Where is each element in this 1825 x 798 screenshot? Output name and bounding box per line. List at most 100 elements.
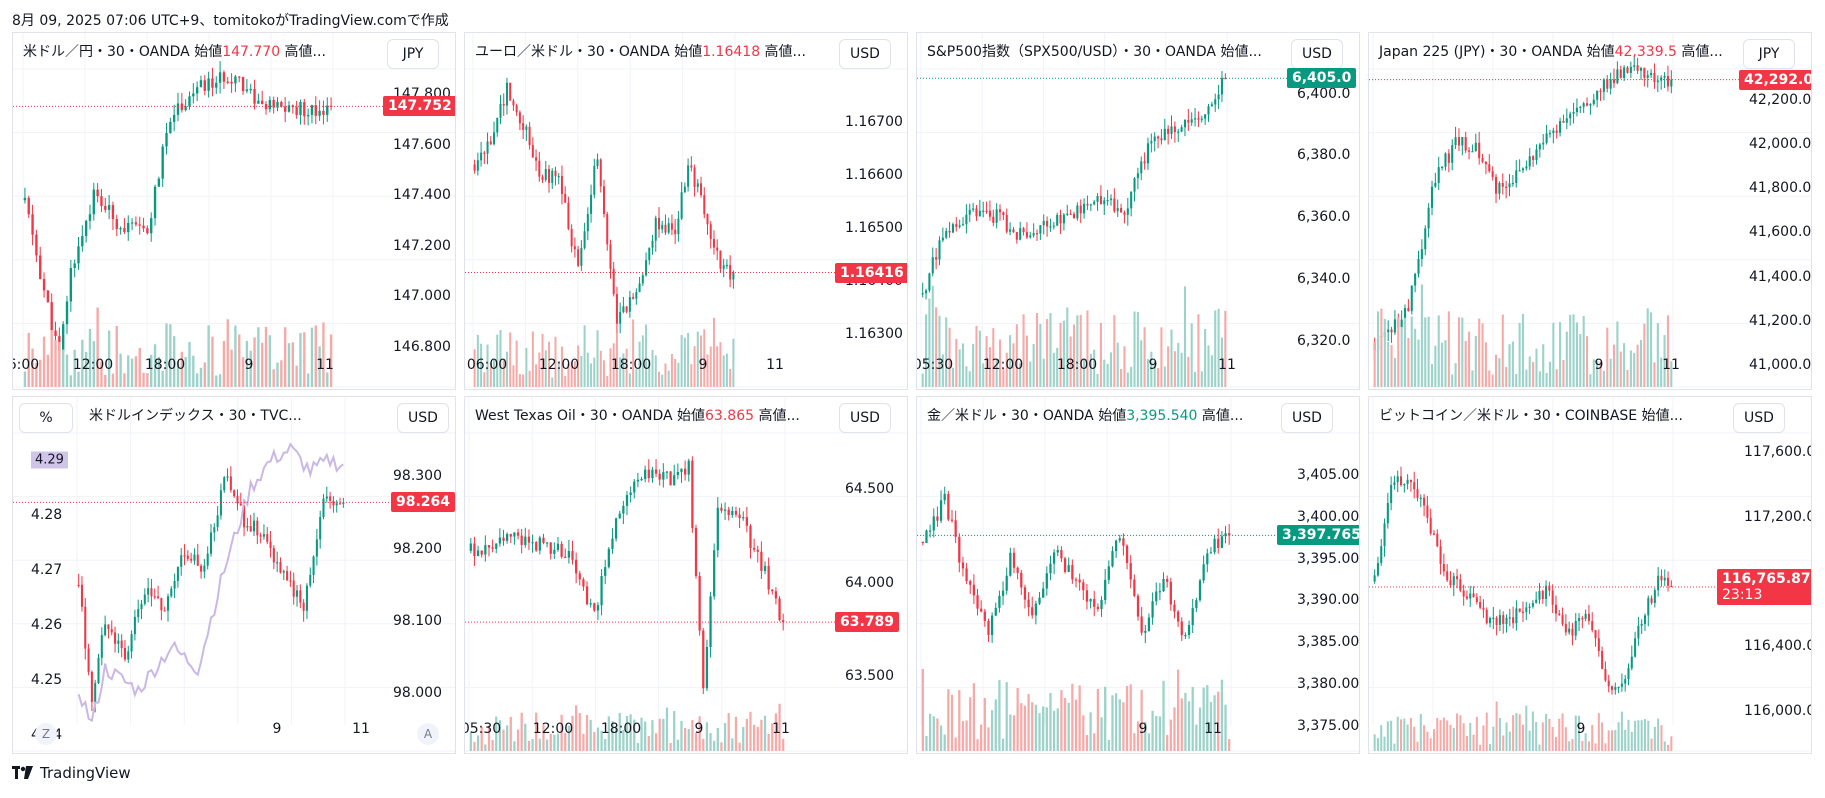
last-price-value: 1.16416: [840, 264, 904, 281]
candle-body: [188, 96, 191, 107]
candle-body: [749, 525, 752, 548]
volume-bar: [611, 721, 614, 751]
chart-panel[interactable]: 金／米ドル・30・OANDA 始値3,395.540 高値... USD 3,405…: [916, 396, 1360, 754]
volume-bar: [1144, 721, 1147, 751]
chart-plot[interactable]: [465, 33, 908, 390]
candle-body: [97, 657, 100, 684]
volume-bar: [1187, 356, 1190, 387]
currency-unit-button[interactable]: JPY: [1743, 39, 1795, 69]
currency-unit-button[interactable]: USD: [397, 403, 449, 433]
x-axis-tick-label: 12:00: [72, 357, 114, 373]
left-unit-button[interactable]: %: [19, 403, 73, 433]
currency-unit-button[interactable]: USD: [1281, 403, 1333, 433]
candle-body: [602, 186, 606, 214]
volume-bar: [54, 340, 57, 387]
candle-body: [1118, 538, 1121, 541]
chart-plot[interactable]: [13, 397, 456, 754]
candle-body: [143, 594, 146, 604]
volume-bar: [1162, 680, 1165, 751]
volume-bar: [1386, 721, 1389, 751]
volume-bar: [602, 360, 606, 387]
volume-bar: [1457, 317, 1460, 387]
candle-body: [719, 250, 722, 269]
volume-bar: [982, 363, 985, 387]
volume-bar: [1620, 711, 1623, 751]
volume-bar: [1039, 323, 1042, 387]
candle-body: [264, 104, 268, 110]
volume-bar: [1180, 698, 1183, 751]
auto-scale-button[interactable]: A: [417, 723, 439, 745]
currency-unit-button[interactable]: USD: [839, 39, 891, 69]
chart-panel[interactable]: West Texas Oil・30・OANDA 始値63.865 高値... US…: [464, 396, 908, 754]
candle-body: [578, 573, 581, 580]
volume-bar: [1518, 714, 1521, 751]
chart-panel[interactable]: 米ドル／円・30・OANDA 始値147.770 高値... JPY 147.800…: [12, 32, 456, 390]
volume-bar: [628, 373, 631, 387]
candle-body: [669, 471, 672, 486]
chart-panel[interactable]: 米ドルインデックス・30・TVC... USD 4.29 4.28 4.27 4.26 4.…: [12, 396, 456, 754]
candle-body: [1591, 621, 1594, 631]
candle-body: [286, 571, 289, 581]
candle-body: [1426, 505, 1429, 518]
y-axis-tick-label: 3,375.000: [1297, 717, 1360, 734]
volume-bar: [1646, 308, 1649, 387]
candle-body: [1407, 308, 1410, 312]
candle-body: [230, 81, 233, 84]
candle-body: [1009, 552, 1012, 576]
candle-body: [140, 603, 143, 610]
volume-bar: [1663, 335, 1666, 387]
volume-bar: [88, 328, 92, 387]
candle-body: [1449, 580, 1452, 586]
chart-plot[interactable]: [465, 397, 908, 754]
chart-panel[interactable]: ビットコイン／米ドル・30・COINBASE 始値... USD 117,600.0…: [1368, 396, 1812, 754]
candle-body: [760, 551, 763, 571]
candle-body: [731, 510, 734, 516]
candle-body: [921, 293, 924, 295]
volume-bar: [1528, 356, 1531, 387]
candle-body: [1103, 200, 1106, 205]
volume-bar: [725, 353, 728, 387]
volume-bar: [268, 335, 272, 387]
candle-body: [549, 542, 552, 554]
candle-body: [1508, 183, 1511, 188]
volume-bar: [505, 351, 508, 387]
footer-brand: TradingView: [12, 764, 131, 782]
chart-title-symbol: Japan 225 (JPY)・30・OANDA 始値: [1379, 44, 1615, 60]
candle-body: [943, 493, 946, 501]
currency-unit-button[interactable]: USD: [1733, 403, 1785, 433]
chart-panel[interactable]: Japan 225 (JPY)・30・OANDA 始値42,339.5 高値..…: [1368, 32, 1812, 390]
candle-body: [305, 585, 308, 611]
volume-bar: [1140, 340, 1143, 387]
currency-unit-button[interactable]: USD: [1291, 39, 1343, 69]
zoom-button[interactable]: Z: [35, 723, 57, 745]
volume-bar: [600, 730, 603, 751]
candle-body: [1180, 127, 1183, 132]
chart-plot[interactable]: [917, 397, 1360, 754]
volume-bar: [1607, 730, 1610, 751]
candle-body: [691, 460, 694, 528]
chart-panel[interactable]: S&P500指数（SPX500/USD）・30・OANDA 始値... USD 6,…: [916, 32, 1360, 390]
candle-body: [983, 611, 986, 621]
volume-bar: [1377, 311, 1380, 387]
candle-body: [1046, 220, 1049, 227]
chart-panel[interactable]: ユーロ／米ドル・30・OANDA 始値1.16418 高値... USD 1.167…: [464, 32, 908, 390]
candle-body: [326, 105, 329, 115]
chart-plot[interactable]: [1369, 397, 1812, 754]
volume-bar: [745, 718, 748, 751]
volume-bar: [763, 715, 767, 751]
chart-plot[interactable]: [1369, 33, 1812, 390]
candle-body: [1162, 578, 1165, 592]
currency-unit-button[interactable]: JPY: [387, 39, 439, 69]
volume-bar: [528, 370, 531, 387]
currency-unit-button[interactable]: USD: [839, 403, 891, 433]
candle-body: [1456, 576, 1459, 580]
volume-bar: [941, 354, 944, 387]
chart-plot[interactable]: [13, 33, 456, 390]
volume-bar: [1492, 726, 1495, 751]
candle-body: [662, 472, 665, 480]
volume-bar: [1601, 722, 1604, 751]
candle-body: [253, 88, 256, 104]
volume-bar: [998, 339, 1002, 387]
volume-bar: [564, 375, 567, 387]
candle-body: [120, 640, 123, 649]
